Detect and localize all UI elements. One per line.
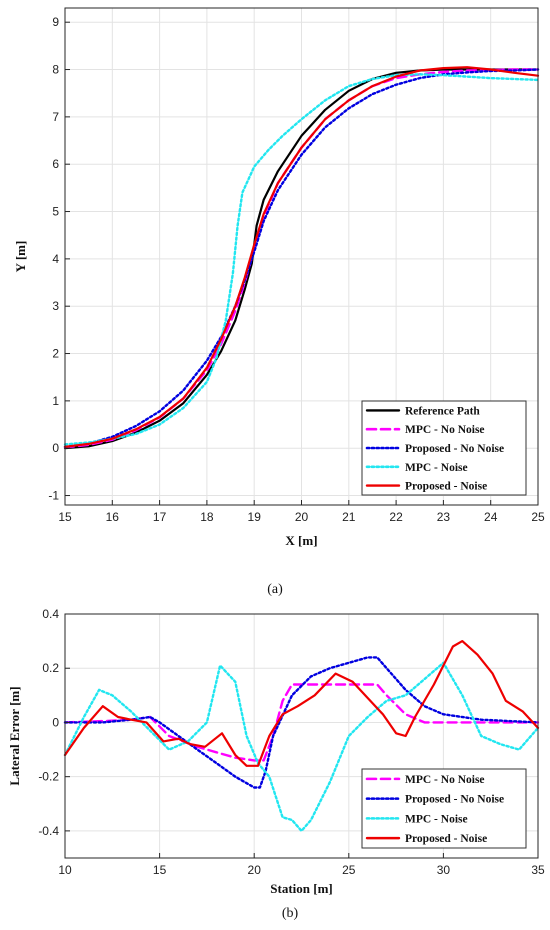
y-tick-label-4: 0.4 [42,607,59,621]
y-tick-label-9: 8 [52,63,59,77]
series-line-0 [63,68,540,450]
legend-box [361,768,527,849]
x-axis-label: Station [m] [270,881,332,896]
legend-label-2: Proposed - No Noise [405,443,504,455]
legend: Reference Path MPC - No Noise Proposed - N… [361,400,527,496]
y-tick-label-10: 9 [52,15,59,29]
legend-label-1: Proposed - No Noise [405,794,504,806]
series-line-4 [63,66,540,448]
y-tick-label-6: 5 [52,205,59,219]
x-tick-label-7: 22 [389,510,403,524]
x-tick-label-4: 19 [248,510,262,524]
legend-label-0: MPC - No Noise [405,774,485,786]
x-tick-label-0: 10 [58,863,72,877]
legend-label-4: Proposed - Noise [405,481,487,493]
x-tick-label-5: 35 [531,863,545,877]
y-tick-label-5: 4 [52,252,59,266]
legend-label-2: MPC - Noise [405,813,468,825]
legend-label-3: MPC - Noise [405,462,468,474]
x-tick-label-5: 20 [295,510,309,524]
x-tick-label-2: 20 [248,863,262,877]
series-line-3 [63,640,540,767]
x-tick-label-1: 15 [153,863,167,877]
x-axis-label: X [m] [285,533,317,548]
series-line-1 [63,656,540,789]
legend: MPC - No Noise Proposed - No Noise MPC - N… [361,768,527,849]
x-tick-label-3: 25 [342,863,356,877]
series-line-0 [63,683,540,762]
x-tick-label-6: 21 [342,510,356,524]
plot-frame [64,613,539,859]
legend-label-1: MPC - No Noise [405,424,485,436]
y-tick-label-0: -1 [48,489,59,503]
y-tick-label-4: 3 [52,299,59,313]
y-tick-label-2: 0 [52,715,59,729]
series-line-2 [63,661,540,833]
y-tick-label-1: -0.2 [38,770,59,784]
legend-label-0: Reference Path [405,405,480,417]
x-tick-label-2: 17 [153,510,167,524]
x-tick-label-10: 25 [531,510,545,524]
y-tick-label-8: 7 [52,110,59,124]
caption-b: (b) [282,906,299,921]
x-tick-label-4: 30 [437,863,451,877]
x-tick-label-9: 24 [484,510,498,524]
y-tick-label-3: 2 [52,347,59,361]
series-line-3 [63,73,540,446]
x-tick-label-0: 15 [58,510,72,524]
x-tick-label-3: 18 [200,510,214,524]
x-tick-label-1: 16 [106,510,120,524]
chart-b-lateral-error: 10 15 20 25 30 35 -0.4 -0.2 0 0.2 0.4 Station [m] La… [7,607,545,896]
x-tick-label-8: 23 [437,510,451,524]
y-tick-label-1: 0 [52,441,59,455]
series-line-2 [63,68,540,448]
y-tick-label-3: 0.2 [42,661,59,675]
legend-label-3: Proposed - Noise [405,833,487,845]
caption-a: (a) [267,582,283,597]
y-axis-label: Y [m] [13,241,28,273]
y-tick-label-0: -0.4 [38,824,59,838]
y-tick-label-2: 1 [52,394,59,408]
y-axis-label: Lateral Error [m] [7,686,22,785]
y-tick-label-7: 6 [52,157,59,171]
